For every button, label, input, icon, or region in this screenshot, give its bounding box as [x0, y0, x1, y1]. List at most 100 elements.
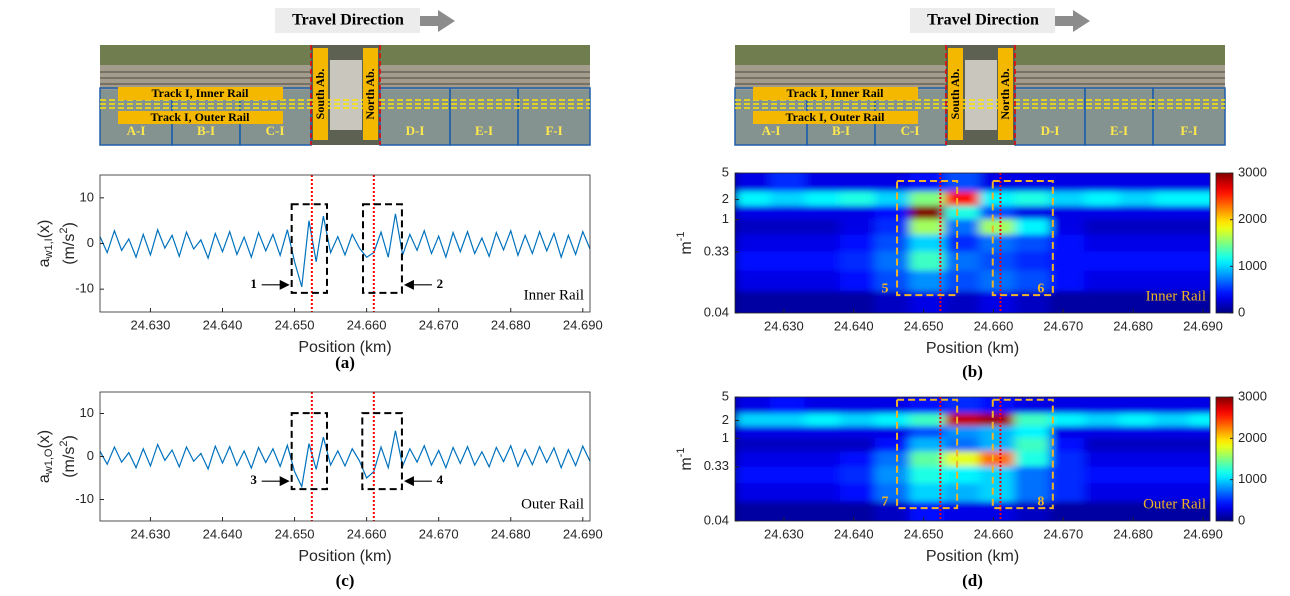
heat-cell — [1154, 466, 1190, 484]
x-axis-label: Position (km) — [926, 340, 1019, 357]
heat-cell — [839, 205, 876, 220]
heat-cell — [944, 426, 980, 439]
heat-cell — [1049, 234, 1085, 252]
section-label: D-I — [406, 123, 425, 138]
heat-cell — [769, 466, 806, 484]
inner-rail-label: Track I, Inner Rail — [787, 86, 885, 100]
heat-cell — [1014, 291, 1050, 313]
axes-frame — [734, 172, 1211, 314]
heat-cell — [1084, 205, 1120, 220]
heat-cell — [1084, 501, 1120, 521]
heat-cell — [839, 234, 876, 252]
box-label: 6 — [1037, 281, 1044, 296]
heat-cell — [1119, 173, 1155, 192]
colorbar-tick-label: 1000 — [1238, 258, 1267, 273]
y-axis-label: aw1,O(x) — [36, 430, 55, 483]
heat-cell — [1084, 234, 1120, 252]
heat-cell — [804, 466, 841, 484]
heat-cell — [944, 466, 980, 484]
heat-cell — [909, 451, 946, 467]
heat-cell — [1049, 501, 1085, 521]
x-tick-label: 24.690 — [563, 317, 603, 332]
heat-cell — [874, 466, 911, 484]
direction-arrow — [420, 10, 455, 32]
section-label: A-I — [127, 123, 146, 138]
heat-cell — [839, 413, 876, 427]
heat-cell — [804, 397, 841, 414]
colorbar — [1215, 172, 1234, 314]
heat-cell — [735, 437, 771, 452]
section-label: C-I — [901, 123, 920, 138]
heat-cell — [874, 270, 911, 292]
y-unit-part: ) — [61, 222, 78, 227]
heat-cell — [1049, 270, 1085, 292]
section-label: B-I — [832, 123, 850, 138]
heat-cell — [979, 437, 1015, 452]
label-bg — [118, 87, 283, 100]
x-tick-label: 24.630 — [131, 526, 171, 541]
section-box — [517, 87, 591, 146]
heat-cell — [909, 270, 946, 292]
heat-cell — [769, 413, 806, 427]
heat-cell — [804, 291, 841, 313]
heat-cell — [735, 451, 771, 467]
heat-cell — [1084, 219, 1120, 235]
heat-cell — [1014, 251, 1050, 272]
y-tick-label: 10 — [80, 405, 94, 420]
heat-cell — [1014, 501, 1050, 521]
heat-cell — [1014, 173, 1050, 192]
heat-cell — [735, 234, 771, 252]
track-image: Travel Direction Track I, Inner Rail Track… — [734, 8, 1226, 146]
heat-cell — [979, 397, 1015, 414]
heat-cell — [979, 483, 1015, 503]
heat-cell — [874, 191, 911, 207]
heat-cell — [1189, 291, 1210, 313]
heat-cell — [874, 219, 911, 235]
heat-cell — [1084, 397, 1120, 414]
heat-cell — [1189, 173, 1210, 192]
heatmap — [735, 173, 1210, 313]
y-tick-label: 1 — [722, 430, 729, 445]
heat-cell — [735, 205, 771, 220]
x-tick-label: 24.670 — [1043, 318, 1083, 333]
x-axis-label: Position (km) — [926, 548, 1019, 565]
heat-cell — [944, 251, 980, 272]
label-bg — [363, 48, 378, 140]
direction-arrow — [1055, 10, 1090, 32]
axes-frame — [734, 396, 1211, 522]
heat-cell — [1049, 426, 1085, 439]
heat-cell — [1189, 270, 1210, 292]
heat-cell — [839, 270, 876, 292]
heat-cell — [1119, 426, 1155, 439]
heat-cell — [1189, 251, 1210, 272]
heat-cell — [1014, 426, 1050, 439]
x-tick-label: 24.680 — [491, 317, 531, 332]
box-label: 2 — [437, 276, 444, 291]
y-tick-label: 0 — [87, 448, 94, 463]
y-tick-label: 5 — [722, 164, 729, 179]
heat-cell — [1119, 483, 1155, 503]
x-tick-label: 24.650 — [904, 318, 944, 333]
highlight-box — [290, 203, 328, 294]
north-abutment: North Ab. — [363, 68, 377, 119]
heat-cell — [735, 483, 771, 503]
heat-cell — [1014, 466, 1050, 484]
heat-cell — [769, 501, 806, 521]
x-tick-label: 24.680 — [1113, 526, 1153, 541]
heat-cell — [909, 191, 946, 207]
heat-cell — [874, 291, 911, 313]
outer-rail-label: Track I, Outer Rail — [786, 110, 886, 124]
heat-cell — [839, 426, 876, 439]
heat-cell — [1154, 501, 1190, 521]
label-bg — [753, 87, 918, 100]
y-tick-label: -10 — [75, 281, 94, 296]
heat-cell — [979, 501, 1015, 521]
section-label: C-I — [266, 123, 285, 138]
heat-cell — [1014, 191, 1050, 207]
x-tick-label: 24.680 — [1113, 318, 1153, 333]
heat-cell — [944, 413, 980, 427]
axes-frame — [99, 391, 591, 522]
heat-cell — [1049, 205, 1085, 220]
heat-cell — [1119, 397, 1155, 414]
heat-cell — [909, 251, 946, 272]
